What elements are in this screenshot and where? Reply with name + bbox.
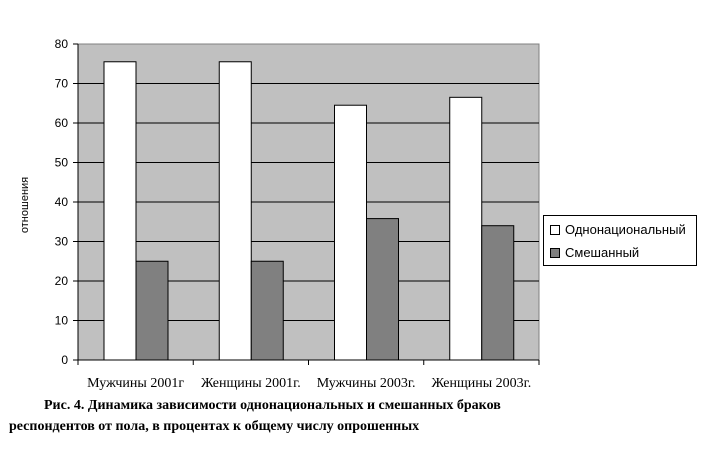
legend: Однонациональный Смешанный bbox=[543, 215, 697, 266]
chart: 0 10 20 30 40 50 60 70 80 Мужчины 2001г Женщины 20… bbox=[19, 37, 540, 391]
legend-label-0: Однонациональный bbox=[565, 222, 686, 237]
legend-label-1: Смешанный bbox=[565, 245, 640, 260]
caption-line-1: Рис. 4. Динамика зависимости однонациона… bbox=[44, 398, 501, 413]
legend-swatch-0 bbox=[550, 224, 560, 235]
tick-labels: 0 10 20 30 40 50 60 70 80 Мужчины 2001г Женщины 20… bbox=[55, 37, 532, 391]
y-tick-label: 0 bbox=[61, 353, 68, 367]
y-tick-label: 80 bbox=[55, 37, 69, 51]
bar-mono bbox=[218, 61, 252, 361]
x-tick-label: Женщины 2003г. bbox=[431, 376, 531, 391]
bar-mixed bbox=[135, 260, 169, 361]
y-tick-label: 60 bbox=[55, 116, 69, 130]
y-tick-label: 10 bbox=[55, 314, 69, 328]
x-tick-label: Женщины 2001г. bbox=[201, 376, 301, 391]
x-tick-label: Мужчины 2001г bbox=[87, 376, 184, 391]
bar-mixed bbox=[481, 225, 515, 361]
bar-mono bbox=[449, 96, 483, 361]
bar-mixed bbox=[250, 260, 284, 361]
bar-mono bbox=[334, 104, 367, 361]
bar-mono bbox=[103, 61, 137, 361]
legend-swatch-1 bbox=[550, 247, 560, 258]
legend-item-1: Смешанный bbox=[550, 244, 639, 262]
y-axis-label: отношения bbox=[19, 177, 31, 233]
axes bbox=[73, 43, 540, 365]
bars bbox=[103, 61, 515, 361]
y-tick-label: 20 bbox=[55, 274, 69, 288]
caption-line-2: респондентов от пола, в процентах к обще… bbox=[9, 419, 420, 434]
y-tick-label: 50 bbox=[55, 156, 69, 170]
y-tick-label: 40 bbox=[55, 195, 69, 209]
bar-mixed bbox=[366, 218, 399, 361]
legend-item-0: Однонациональный bbox=[550, 221, 686, 239]
y-tick-label: 30 bbox=[55, 235, 69, 249]
x-tick-label: Мужчины 2003г. bbox=[317, 376, 416, 391]
y-tick-label: 70 bbox=[55, 77, 69, 91]
